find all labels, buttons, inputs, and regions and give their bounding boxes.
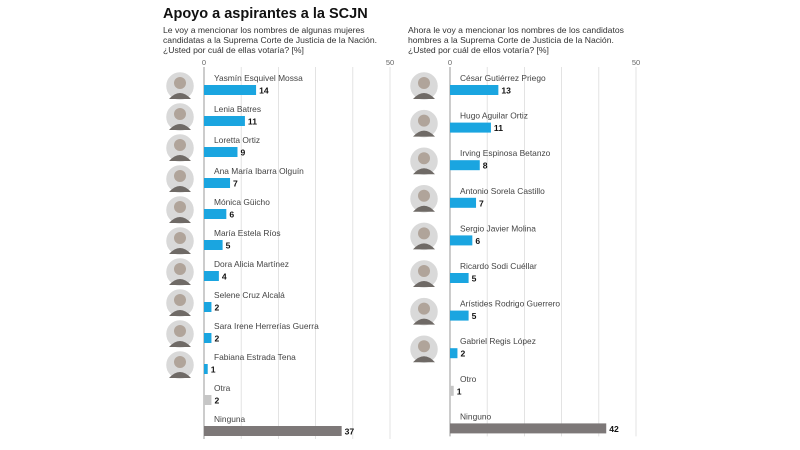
data-label: 11: [248, 117, 257, 127]
candidate-photo: [164, 349, 196, 381]
bar: [204, 240, 223, 250]
bar: [450, 310, 469, 321]
bar: [450, 385, 454, 396]
data-label: 5: [472, 311, 477, 321]
category-label: Otro: [460, 374, 477, 384]
bar: [204, 364, 208, 374]
data-label: 2: [214, 303, 219, 313]
data-label: 7: [233, 179, 238, 189]
category-label: Antonio Sorela Castillo: [460, 186, 545, 196]
men-chart: 0 50 César Gutiérrez Priego 13 Hugo Aguilar …: [408, 58, 640, 437]
category-label: Otra: [214, 383, 231, 393]
data-label: 13: [501, 86, 511, 96]
candidate-photo: [164, 132, 196, 164]
candidate-photo: [164, 70, 196, 102]
tick-label: 0: [202, 58, 206, 67]
data-label: 8: [483, 161, 488, 171]
data-label: 1: [211, 365, 216, 375]
bar: [450, 348, 458, 359]
bar: [204, 333, 212, 343]
candidate-photo: [408, 296, 440, 327]
category-label: Irving Espinosa Betanzo: [460, 148, 551, 158]
data-label: 6: [475, 236, 480, 246]
candidate-photo: [408, 258, 440, 290]
category-label: Loretta Ortiz: [214, 135, 260, 145]
candidate-photo: [164, 163, 196, 195]
bar: [450, 235, 473, 246]
data-label: 7: [479, 198, 484, 208]
data-label: 1: [457, 386, 462, 396]
candidate-photo: [408, 333, 440, 365]
candidate-photo: [164, 287, 196, 319]
data-label: 14: [259, 86, 269, 96]
candidate-photo: [164, 225, 196, 257]
category-label: Lenia Batres: [214, 104, 261, 114]
bar: [450, 122, 491, 133]
category-label: Ninguna: [214, 414, 246, 424]
bar: [204, 85, 257, 95]
category-label: Yasmín Esquivel Mossa: [214, 73, 303, 83]
bar: [450, 85, 499, 95]
category-label: Arístides Rodrigo Guerrero: [460, 299, 560, 309]
data-label: 2: [214, 334, 219, 344]
category-label: César Gutiérrez Priego: [460, 73, 546, 83]
data-label: 42: [609, 424, 619, 434]
category-label: Ninguno: [460, 411, 492, 421]
category-label: Gabriel Regis López: [460, 336, 536, 346]
category-label: Mónica Güicho: [214, 197, 270, 207]
category-label: Dora Alicia Martínez: [214, 259, 289, 269]
data-label: 6: [229, 210, 234, 220]
candidate-photo: [164, 318, 196, 350]
candidate-photo: [408, 70, 440, 102]
right-chart-subtitle: Ahora le voy a mencionar los nombres de …: [408, 25, 624, 56]
candidate-photo: [408, 108, 440, 139]
data-label: 9: [240, 148, 245, 158]
category-label: Ricardo Sodi Cuéllar: [460, 261, 537, 271]
data-label: 2: [460, 349, 465, 359]
bar: [450, 423, 607, 434]
category-label: Sara Irene Herrerías Guerra: [214, 321, 319, 331]
candidate-photo: [164, 194, 196, 226]
bar: [450, 160, 480, 171]
data-label: 2: [214, 396, 219, 406]
bar: [204, 209, 227, 219]
bar: [204, 116, 245, 126]
bar: [204, 395, 212, 405]
chart-title: Apoyo a aspirantes a la SCJN: [163, 6, 368, 22]
candidate-photo: [408, 145, 440, 177]
candidate-photo: [408, 221, 440, 252]
tick-label: 50: [632, 58, 640, 67]
candidate-photo: [164, 256, 196, 288]
category-label: Fabiana Estrada Tena: [214, 352, 296, 362]
candidate-photo: [164, 101, 196, 133]
data-label: 11: [494, 123, 503, 133]
bar: [450, 197, 477, 208]
bar: [204, 426, 342, 436]
tick-label: 0: [448, 58, 452, 67]
category-label: Ana María Ibarra Olguín: [214, 166, 304, 176]
data-label: 37: [345, 427, 355, 437]
left-chart-subtitle: Le voy a mencionar los nombres de alguna…: [163, 25, 378, 56]
bar: [204, 302, 212, 312]
category-label: Hugo Aguilar Ortiz: [460, 111, 528, 121]
candidate-photo: [408, 183, 440, 215]
bar: [204, 178, 231, 188]
bar: [204, 271, 219, 281]
data-label: 5: [472, 274, 477, 284]
bar: [204, 147, 238, 157]
category-label: Selene Cruz Alcalá: [214, 290, 285, 300]
data-label: 4: [222, 272, 227, 282]
data-label: 5: [226, 241, 231, 251]
bar: [450, 273, 469, 283]
category-label: María Estela Ríos: [214, 228, 281, 238]
tick-label: 50: [386, 58, 394, 67]
category-label: Sergio Javier Molina: [460, 223, 536, 233]
